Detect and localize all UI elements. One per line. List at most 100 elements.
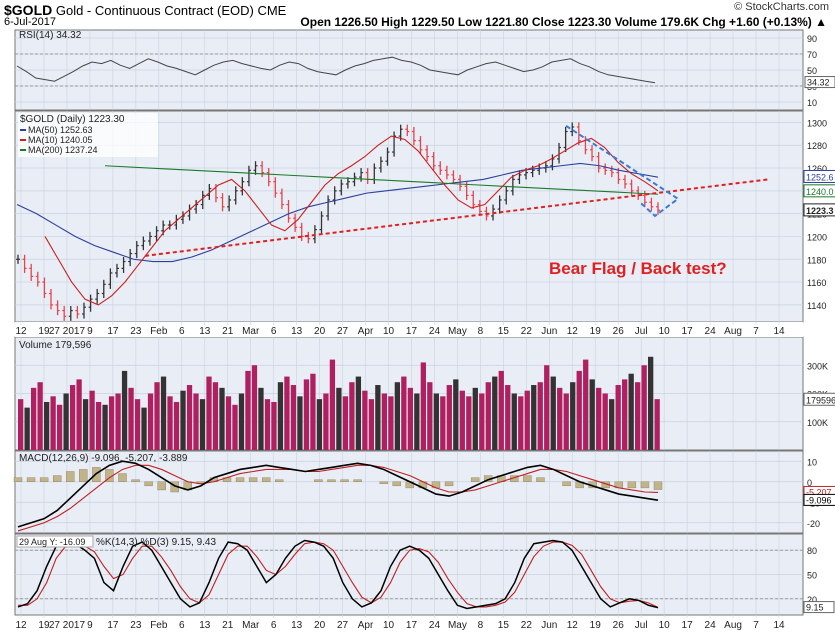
volume-bar [648, 356, 654, 450]
x-tick-label: Aug [724, 620, 742, 631]
macd-histogram-bar [13, 477, 23, 482]
x-tick-label: 8 [478, 620, 484, 631]
volume-bar [277, 382, 284, 450]
volume-bar [635, 382, 641, 450]
macd-histogram-bar [523, 475, 532, 482]
volume-bar [180, 390, 186, 450]
price-bar [253, 161, 258, 175]
macd-histogram-bar [39, 477, 49, 482]
x-tick-label: 23 [130, 326, 142, 337]
x-tick-label: 9 [87, 620, 93, 631]
volume-bar [271, 401, 277, 450]
price-bar [260, 161, 265, 178]
rsi-tick-label: 90 [807, 34, 817, 44]
rsi-tick-label: 70 [807, 50, 817, 60]
price-bar [431, 152, 436, 171]
volume-bar [609, 399, 615, 450]
volume-bar [641, 365, 647, 450]
price-bar [326, 195, 331, 221]
volume-bar [381, 393, 388, 450]
volume-bar [251, 365, 258, 450]
volume-bar [89, 390, 95, 450]
volume-bar [310, 373, 316, 450]
symbol: $GOLD [4, 2, 53, 18]
price-bar [62, 306, 67, 321]
x-tick-label: 21 [222, 620, 234, 631]
volume-bar [82, 399, 89, 450]
volume-bar [505, 385, 511, 450]
volume-bar [108, 396, 115, 450]
price-tick-label: 1140 [807, 301, 826, 311]
volume-bar [193, 393, 199, 450]
x-tick-label: Mar [242, 326, 260, 337]
volume-bar [446, 385, 452, 450]
hover-readout: 29 Aug Y: -16.09 [19, 537, 85, 547]
volume-bar [583, 359, 589, 450]
x-tick-label: 24 [705, 620, 717, 631]
price-bar [233, 186, 238, 205]
price-bar [48, 288, 53, 310]
x-tick-label: 6 [179, 620, 185, 631]
x-tick-label: 27 [337, 620, 349, 631]
price-bar [273, 177, 278, 198]
macd-title: MACD(12,26,9) -9.096, -5.207, -3.889 [19, 453, 188, 464]
x-tick-label: 13 [199, 620, 211, 631]
volume-value-box [803, 392, 835, 406]
price-bar [220, 193, 225, 212]
volume-bar [232, 404, 238, 450]
volume-bar [50, 396, 56, 450]
stoch-value-label: 9.15 [806, 603, 824, 613]
x-tick-label: 13 [291, 620, 303, 631]
price-bar [207, 183, 212, 200]
volume-bar [394, 382, 401, 450]
x-tick-label: 17 [682, 326, 694, 337]
x-axis-band [15, 322, 803, 337]
volume-bar [576, 370, 582, 450]
macd-value-label: -5.207 [806, 487, 832, 497]
x-tick-label: 7 [753, 620, 759, 631]
x-tick-label: May [448, 620, 467, 631]
stoch-tick-label: 50 [807, 571, 817, 581]
volume-bar [355, 376, 362, 450]
price-bar [425, 145, 430, 162]
x-tick-label: 8 [478, 326, 484, 337]
x-tick-label: Apr [358, 326, 374, 337]
macd-histogram-bar [131, 479, 140, 482]
volume-bar [518, 396, 524, 450]
x-tick-label: 20 [314, 620, 326, 631]
volume-bar [479, 393, 485, 450]
x-tick-label: 9 [87, 326, 93, 337]
volume-bar [102, 404, 108, 450]
volume-bar [537, 382, 543, 450]
price-bar [95, 288, 100, 304]
chart-date: 6-Jul-2017 [4, 16, 56, 28]
price-value-box [803, 203, 835, 217]
price-bar [497, 195, 502, 214]
volume-bar [212, 382, 219, 450]
macd-histogram-bar [392, 481, 401, 487]
volume-bar [628, 373, 634, 450]
volume-bar [414, 393, 420, 450]
macd-histogram-bar [327, 479, 336, 482]
macd-histogram-bar [314, 479, 323, 482]
price-bar [266, 168, 271, 187]
x-tick-label: 27 [337, 326, 349, 337]
ohlc-summary: Open 1226.50 High 1229.50 Low 1221.80 Cl… [300, 15, 827, 29]
volume-bar [336, 387, 342, 450]
x-tick-label: 24 [429, 326, 441, 337]
volume-bar [225, 396, 232, 450]
price-tick-label: 1200 [807, 232, 827, 242]
x-tick-label: 13 [199, 326, 211, 337]
macd-histogram-bar [444, 481, 454, 487]
price-title: $GOLD (Daily) 1223.30 [20, 114, 125, 125]
x-tick-label: 24 [429, 620, 441, 631]
legend-entry: MA(10) 1240.05 [28, 135, 93, 145]
volume-bar [511, 393, 517, 450]
volume-bar [472, 387, 478, 450]
x-tick-label: 12 [15, 326, 27, 337]
price-bar [458, 174, 463, 191]
price-bar [504, 186, 509, 205]
x-tick-label: 22 [521, 326, 533, 337]
volume-bar [589, 379, 595, 450]
macd-histogram-bar [353, 479, 362, 482]
